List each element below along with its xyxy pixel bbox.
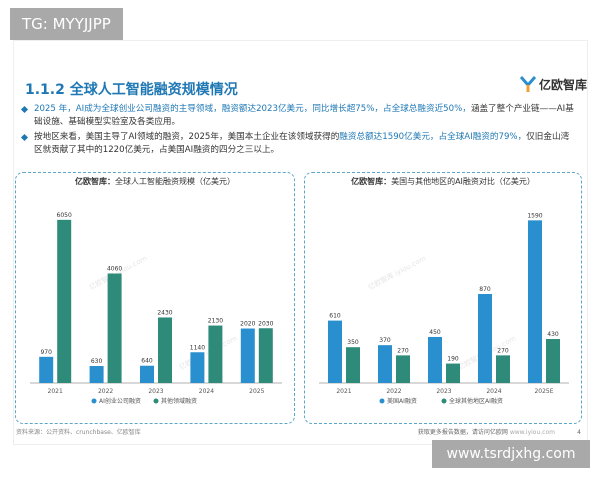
bar-value-label: 4060	[107, 266, 122, 273]
bar-value-label: 430	[547, 331, 559, 338]
bar-value-label: 610	[329, 313, 341, 320]
bullet-segment: 融资额达2023亿美元，同比增长超75%，占全球总融资近50%，	[221, 104, 471, 114]
bullet-text: 按地区来看，美国主导了AI领域的融资，2025年，美国本土企业在该领域获得的融资…	[34, 131, 575, 157]
logo-icon	[520, 76, 536, 92]
bullet-segment: 按地区来看，美国主导了AI领域的融资，2025年，美国本土企业在该领域获得的	[34, 132, 340, 142]
bar-series-2	[57, 219, 72, 383]
bar-value-label: 1590	[527, 212, 542, 219]
legend-swatch	[153, 398, 159, 404]
bar-series-1	[89, 366, 104, 383]
bar-series-1	[378, 345, 392, 383]
bullet-segment: 融资总额达1590亿美元，占全球AI融资的79%，	[339, 132, 527, 142]
bar-value-label: 270	[497, 347, 509, 354]
watermark-top: TG: MYYJJPP	[10, 8, 123, 40]
source-note: 资料来源：公开资料、crunchbase、亿欧智库	[16, 429, 141, 436]
bar-series-1	[39, 356, 54, 383]
bullet-segment: 仅旧金山湾区就贡献了其中的1220亿美元，占美国AI融资的四分之三以上。	[34, 132, 570, 155]
bullet-segment: 2025 年，AI成为全球创业公司融资的主导领域，	[34, 104, 222, 114]
bar-series-2	[107, 273, 122, 383]
x-tick-label: 2022	[98, 388, 113, 395]
bar-value-label: 270	[397, 347, 409, 354]
x-tick-label: 2024	[199, 388, 214, 395]
bar-value-label: 2130	[208, 318, 223, 325]
footer-link[interactable]: 获取更多报告数据，请访问亿欧网 www.iyiou.com	[417, 429, 555, 436]
bar-series-2	[396, 355, 410, 383]
bar-value-label: 640	[141, 358, 153, 365]
x-tick-label: 2023	[436, 388, 451, 395]
chart-panel-global: 亿欧智库：全球人工智能融资规模（亿美元） 亿欧智库 iyiou.com 亿欧智库…	[15, 172, 295, 424]
brand-logo: 亿欧智库	[520, 75, 587, 93]
bar-chart-us-vs-other: 2021 610 350 2022 370 270 2023 450 190 2024 870 270…	[319, 212, 569, 405]
bar-series-2	[346, 347, 360, 383]
chart-title: 亿欧智库：美国与其他地区的AI融资对比（亿美元）	[351, 177, 535, 186]
logo-text: 亿欧智库	[539, 77, 588, 92]
bullet-list: 2025 年，AI成为全球创业公司融资的主导领域，融资额达2023亿美元，同比增…	[20, 103, 575, 159]
bar-series-1	[328, 320, 342, 383]
bar-series-2	[158, 317, 172, 383]
bar-value-label: 190	[447, 356, 459, 363]
legend-swatch	[91, 398, 97, 404]
bar-value-label: 2030	[258, 320, 273, 327]
bar-chart-global: 2021 970 6050 2022 630 4060 2023 640 2430 2024 114…	[30, 212, 282, 405]
bar-value-label: 450	[429, 329, 441, 336]
bar-series-1	[478, 294, 492, 383]
chart-panel-us-vs-other: 亿欧智库：美国与其他地区的AI融资对比（亿美元） 亿欧智库 iyiou.com …	[304, 172, 582, 424]
bar-series-1	[240, 328, 255, 383]
bar-series-2	[496, 355, 510, 383]
page-number: 4	[577, 429, 581, 436]
bullet-item: 按地区来看，美国主导了AI领域的融资，2025年，美国本土企业在该领域获得的融资…	[20, 131, 575, 157]
diamond-bullet-icon	[20, 105, 29, 114]
legend-swatch	[379, 398, 385, 404]
x-tick-label: 2021	[336, 388, 351, 395]
legend-label: 其他领域融资	[161, 397, 197, 405]
chart-title: 亿欧智库：全球人工智能融资规模（亿美元）	[75, 177, 235, 186]
legend-label: 全球其他地区AI融资	[449, 397, 503, 405]
bar-value-label: 350	[347, 339, 359, 346]
bar-series-2	[446, 363, 460, 383]
bar-value-label: 6050	[57, 212, 72, 219]
bullet-item: 2025 年，AI成为全球创业公司融资的主导领域，融资额达2023亿美元，同比增…	[20, 103, 575, 129]
watermark-bottom: www.tsrdjxhg.com	[432, 440, 590, 468]
x-tick-label: 2024	[486, 388, 501, 395]
bar-series-2	[208, 325, 223, 383]
bar-value-label: 1140	[190, 344, 205, 351]
bullet-segment: 涵盖了整个产业链——AI基础设施、基础模型实验室及各类应用。	[34, 104, 574, 127]
page-title: 1.1.2 全球人工智能融资规模情况	[25, 82, 238, 98]
bar-value-label: 2020	[240, 321, 255, 328]
legend-swatch	[441, 398, 447, 404]
bullet-text: 2025 年，AI成为全球创业公司融资的主导领域，融资额达2023亿美元，同比增…	[34, 103, 575, 129]
x-tick-label: 2023	[148, 388, 163, 395]
bar-series-1	[140, 365, 154, 383]
bar-value-label: 970	[40, 349, 52, 356]
legend-label: AI创业公司融资	[99, 397, 141, 405]
x-tick-label: 2022	[386, 388, 401, 395]
x-tick-label: 2025	[249, 388, 264, 395]
report-slide: 1.1.2 全球人工智能融资规模情况 亿欧智库 2025 年，AI成为全球创业公…	[13, 40, 588, 445]
x-tick-label: 2025E	[534, 388, 553, 395]
legend-label: 美国AI融资	[387, 397, 417, 405]
bar-series-1	[528, 220, 542, 383]
bar-value-label: 370	[379, 337, 391, 344]
x-tick-label: 2021	[48, 388, 63, 395]
bar-value-label: 870	[479, 286, 491, 293]
diamond-bullet-icon	[20, 133, 29, 142]
bar-series-1	[428, 336, 442, 383]
bar-series-2	[546, 339, 560, 383]
bar-series-2	[258, 328, 273, 383]
bar-series-1	[190, 352, 205, 383]
bar-value-label: 630	[91, 358, 103, 365]
bar-value-label: 2430	[157, 309, 172, 316]
